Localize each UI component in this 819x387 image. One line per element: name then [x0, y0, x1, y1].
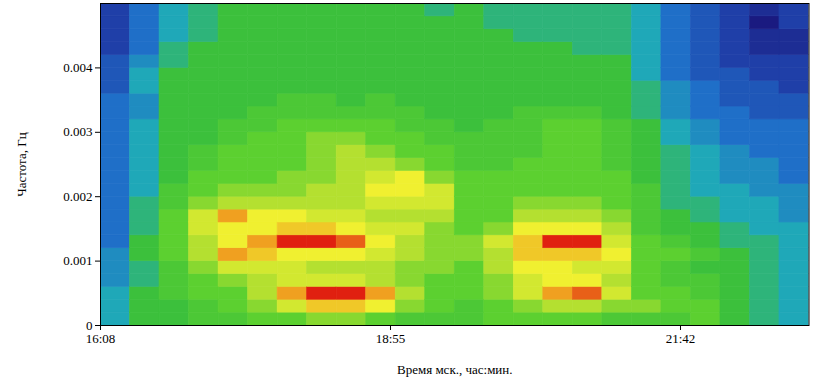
svg-text:0.001: 0.001 [63, 253, 92, 268]
svg-text:18:55: 18:55 [376, 331, 406, 346]
svg-text:21:42: 21:42 [666, 331, 696, 346]
svg-text:0.003: 0.003 [63, 124, 92, 139]
svg-text:16:08: 16:08 [86, 331, 116, 346]
svg-text:0: 0 [86, 318, 93, 333]
svg-text:0.004: 0.004 [63, 60, 93, 75]
svg-text:Частота, Гц: Частота, Гц [14, 132, 29, 196]
svg-text:0.002: 0.002 [63, 189, 92, 204]
svg-text:Время мск., час:мин.: Время мск., час:мин. [397, 362, 513, 377]
